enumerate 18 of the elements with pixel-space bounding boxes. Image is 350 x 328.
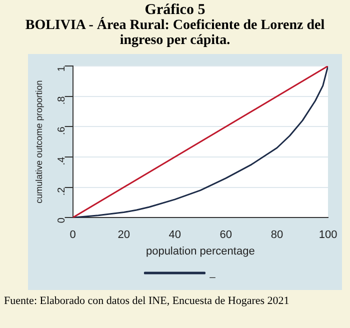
y-axis-title: cumulative outcome proportion: [34, 80, 44, 204]
y-tick-label: .2: [56, 186, 68, 196]
y-tick-label: .8: [56, 96, 68, 105]
chart-title: Gráfico 5: [144, 2, 206, 18]
chart-subtitle: BOLIVIA - Área Rural: Coeficiente de Lorenz del ingreso per cápita.: [24, 18, 326, 48]
x-tick-label: 60: [220, 229, 232, 242]
x-tick-label: 20: [118, 229, 130, 242]
x-axis-title: population percentage: [146, 245, 255, 258]
x-tick-label: 0: [70, 229, 76, 242]
x-tick-label: 100: [318, 229, 338, 242]
y-tick-label: 0: [56, 217, 68, 224]
y-tick-label: .6: [56, 126, 68, 135]
source-note: Fuente: Elaborado con datos del INE, Encuesta de Hogares 2021: [4, 295, 290, 307]
x-tick-label: 80: [270, 229, 284, 242]
y-tick-label: .4: [56, 156, 68, 166]
x-tick-label: 40: [168, 229, 182, 242]
text: _: [208, 268, 216, 279]
y-tick-label: 1: [56, 66, 68, 72]
